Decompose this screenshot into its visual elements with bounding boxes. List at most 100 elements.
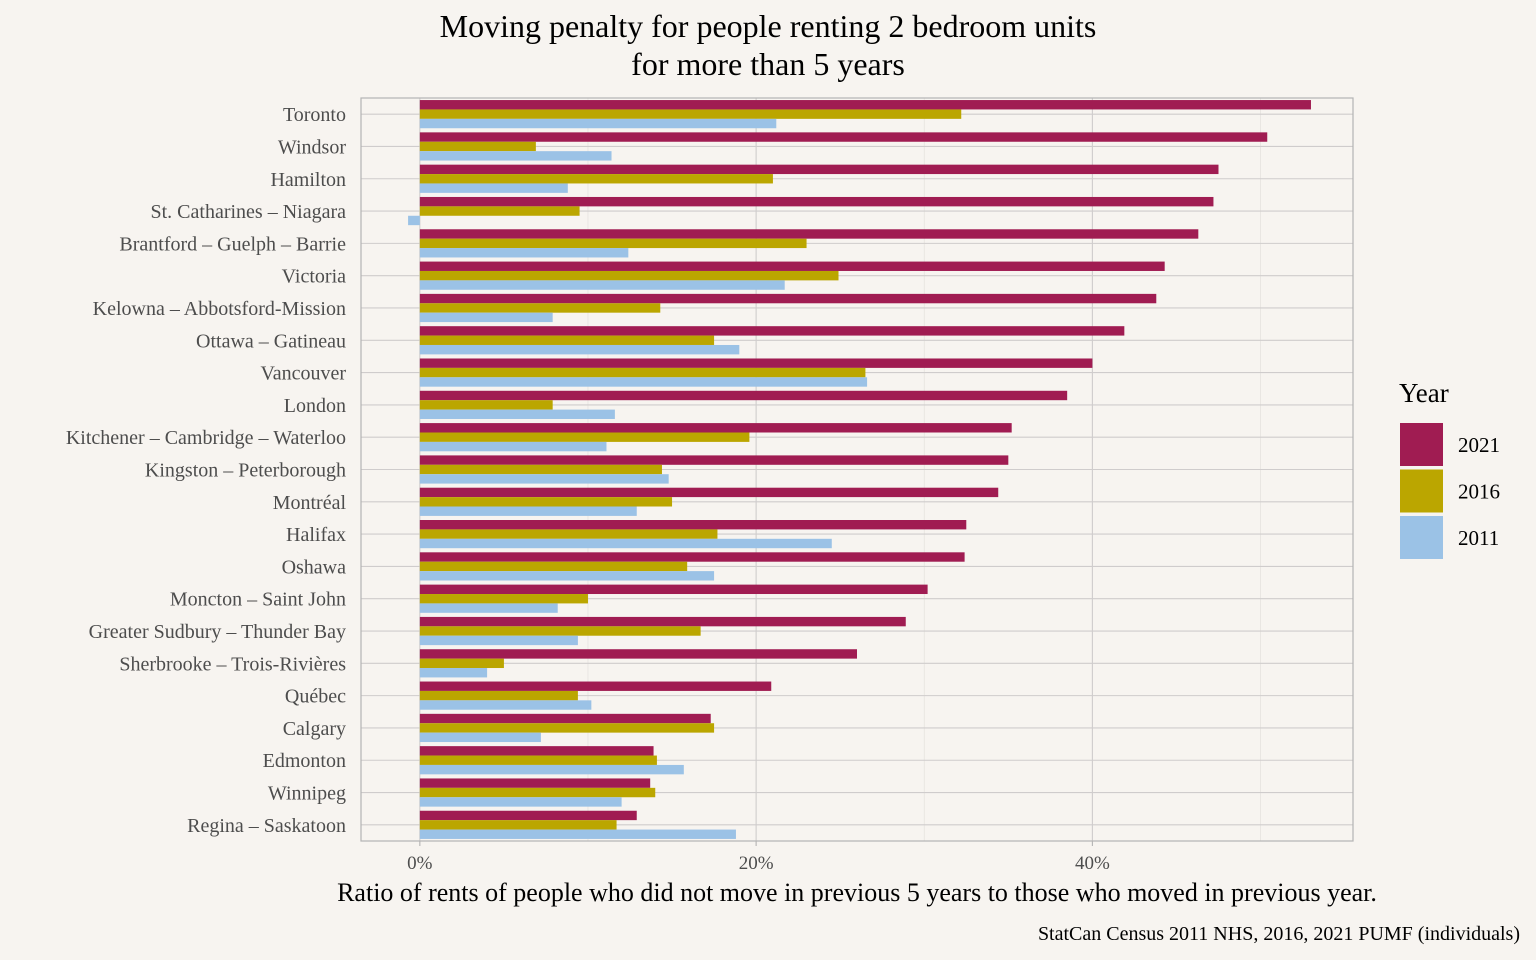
bar-2011 (419, 538, 832, 549)
x-tick-label: 40% (1075, 853, 1110, 874)
category-label: Toronto (283, 104, 346, 126)
bar-2016 (419, 270, 839, 281)
bar-2011 (419, 409, 615, 419)
bar-2016 (419, 561, 688, 572)
category-label: Hamilton (270, 169, 346, 191)
bar-2016 (419, 594, 588, 604)
bar-2021 (419, 229, 1199, 239)
bar-2011 (419, 668, 488, 678)
bar-2021 (419, 358, 1093, 368)
bar-2011 (419, 506, 637, 516)
bar-2021 (419, 649, 857, 659)
category-label: Regina – Saskatoon (187, 815, 346, 837)
bar-2021 (419, 746, 654, 756)
bar-2011 (419, 344, 740, 355)
category-label: St. Catharines – Niagara (151, 201, 347, 223)
bar-2021 (419, 810, 637, 821)
chart-title-line-1: Moving penalty for people renting 2 bedr… (440, 8, 1097, 44)
bar-2011 (419, 474, 669, 484)
bar-2016 (419, 723, 715, 733)
bar-2016 (419, 464, 662, 475)
category-label: Kelowna – Abbotsford-Mission (93, 298, 346, 320)
legend-swatch-2016 (1400, 469, 1443, 513)
category-label: Brantford – Guelph – Barrie (119, 233, 346, 255)
bar-2011 (419, 151, 612, 161)
bar-2016 (419, 820, 617, 830)
x-axis-title: Ratio of rents of people who did not mov… (337, 878, 1377, 907)
category-label: Sherbrooke – Trois-Rivières (119, 653, 346, 675)
bar-2021 (419, 487, 999, 498)
bar-2021 (419, 584, 928, 595)
bar-2011 (419, 764, 684, 775)
bar-2021 (419, 681, 772, 691)
bar-2011 (419, 571, 715, 581)
bar-2021 (419, 778, 651, 788)
legend-label-2016: 2016 (1458, 480, 1500, 504)
category-label: Winnipeg (268, 783, 346, 805)
bar-2021 (419, 455, 1009, 465)
bar-2011 (419, 248, 629, 258)
x-tick-label: 0% (407, 853, 433, 874)
bar-2011 (408, 215, 420, 226)
category-label: Vancouver (260, 363, 346, 385)
bar-2016 (419, 141, 536, 152)
bar-2011 (419, 829, 736, 839)
x-tick-label: 20% (739, 853, 774, 874)
bar-2016 (419, 109, 962, 119)
legend-label-2011: 2011 (1458, 526, 1499, 550)
bar-2016 (419, 432, 750, 442)
bar-2016 (419, 206, 580, 216)
category-label: Ottawa – Gatineau (196, 330, 346, 352)
category-label: London (284, 395, 346, 417)
bar-2011 (419, 797, 622, 807)
bar-2011 (419, 441, 607, 452)
chart-title-line-2: for more than 5 years (631, 46, 905, 82)
bar-2011 (419, 635, 578, 646)
category-label: Windsor (278, 136, 346, 158)
category-label: Québec (285, 686, 346, 708)
legend: Year 2021 2016 2011 (1399, 378, 1500, 559)
category-label: Montréal (273, 492, 347, 514)
bar-2011 (419, 183, 568, 193)
bar-2021 (419, 713, 711, 724)
category-label: Calgary (283, 718, 346, 740)
category-label: Halifax (286, 524, 346, 546)
legend-swatch-2021 (1400, 423, 1443, 466)
bar-2016 (419, 690, 578, 701)
bar-2011 (419, 118, 777, 129)
bar-2016 (419, 626, 701, 636)
x-tick-labels: 0% 20% 40% (407, 841, 1110, 874)
bar-2011 (419, 280, 785, 290)
bar-2016 (419, 658, 504, 669)
bar-2021 (419, 132, 1268, 142)
category-label: Kingston – Peterborough (145, 460, 346, 482)
bars (408, 100, 1311, 839)
source-caption: StatCan Census 2011 NHS, 2016, 2021 PUMF… (1038, 923, 1520, 945)
bar-2021 (419, 616, 906, 627)
bar-2021 (419, 423, 1012, 433)
bar-2016 (419, 755, 657, 765)
bar-2021 (419, 164, 1219, 175)
bar-2011 (419, 603, 558, 613)
bar-2021 (419, 196, 1214, 207)
category-label: Edmonton (263, 750, 346, 772)
bar-2011 (419, 312, 553, 323)
bar-2016 (419, 335, 715, 345)
bar-2016 (419, 400, 553, 410)
plot-panel-border (360, 97, 1354, 842)
bar-2021 (419, 552, 965, 562)
bar-2016 (419, 497, 673, 507)
category-label: Greater Sudbury – Thunder Bay (89, 621, 346, 643)
bar-2021 (419, 390, 1068, 401)
bar-2016 (419, 787, 656, 798)
bar-2016 (419, 174, 773, 184)
bar-2011 (419, 732, 541, 743)
bar-2021 (419, 520, 967, 530)
bar-2021 (419, 293, 1157, 304)
category-labels: Toronto Windsor Hamilton St. Catharines – N… (66, 104, 347, 837)
bar-2016 (419, 303, 661, 313)
bar-2016 (419, 238, 807, 249)
category-label: Kitchener – Cambridge – Waterloo (66, 427, 346, 449)
bar-2016 (419, 367, 866, 378)
